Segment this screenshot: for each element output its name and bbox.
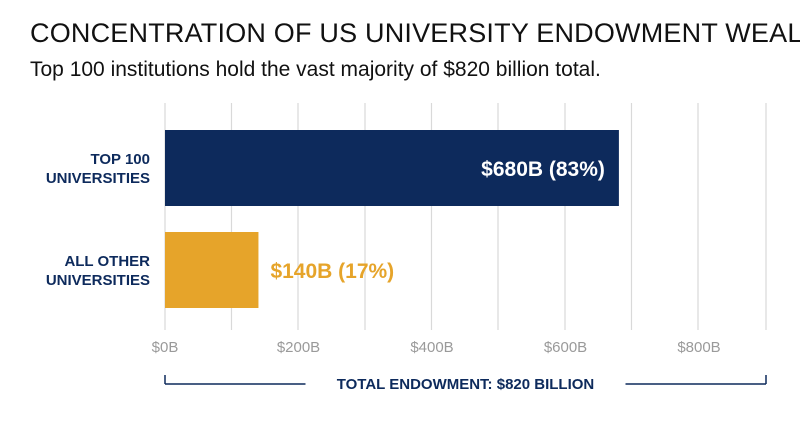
x-tick-label-3: $600B — [544, 339, 587, 356]
category-label-line: TOP 100 — [91, 151, 151, 168]
category-label-line: UNIVERSITIES — [46, 170, 150, 187]
bar-top-100 — [165, 130, 619, 206]
category-label-line: UNIVERSITIES — [46, 272, 150, 289]
total-bracket: TOTAL ENDOWMENT: $820 BILLION — [164, 375, 767, 393]
category-label-0: TOP 100 UNIVERSITIES — [46, 151, 150, 187]
x-tick-label-2: $400B — [410, 339, 453, 356]
x-tick-label-0: $0B — [152, 339, 179, 356]
x-tick-label-1: $200B — [277, 339, 320, 356]
category-label-1: ALL OTHER UNIVERSITIES — [46, 253, 150, 289]
chart-title: CONCENTRATION OF US UNIVERSITY ENDOWMENT… — [30, 18, 800, 48]
category-label-line: ALL OTHER — [64, 253, 150, 270]
bars — [165, 130, 619, 308]
x-tick-label-4: $800B — [677, 339, 720, 356]
bracket-label: TOTAL ENDOWMENT: $820 BILLION — [337, 376, 595, 393]
bar-all-other — [165, 232, 259, 308]
labels: TOP 100 UNIVERSITIES ALL OTHER UNIVERSITIES… — [46, 151, 721, 356]
data-label-0: $680B (83%) — [481, 158, 605, 181]
chart-subtitle: Top 100 institutions hold the vast major… — [30, 58, 601, 81]
data-label-1: $140B (17%) — [270, 260, 394, 283]
